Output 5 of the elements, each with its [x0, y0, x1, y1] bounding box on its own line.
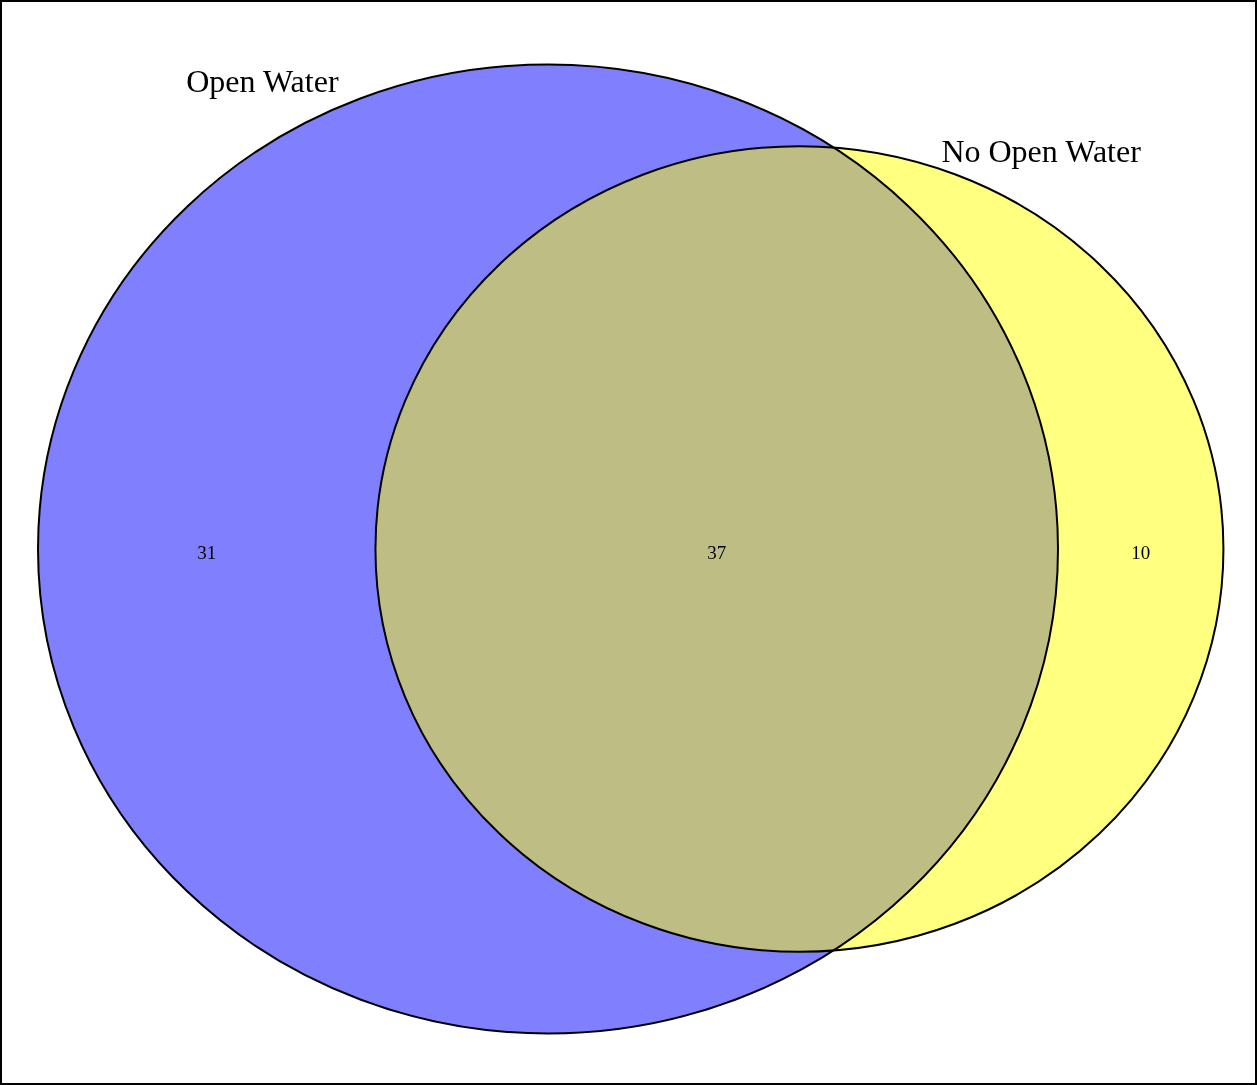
data-label: 10 — [1131, 541, 1151, 563]
data-label: 37 — [707, 541, 727, 563]
text: No Open Water — [941, 133, 1142, 170]
text: Open Water — [186, 62, 339, 99]
data-label: 31 — [197, 541, 217, 563]
